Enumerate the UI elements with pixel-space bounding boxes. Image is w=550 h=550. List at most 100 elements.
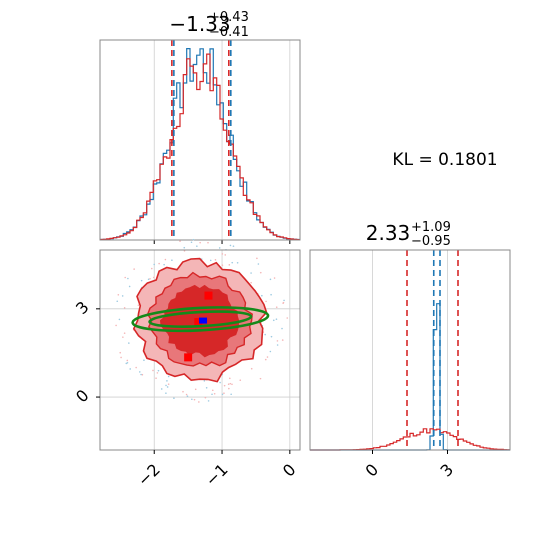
joint-sample-point: [264, 333, 266, 336]
joint-sample-point: [190, 241, 193, 244]
joint-sample-point: [281, 327, 283, 330]
joint-sample-point: [231, 261, 234, 264]
joint-sample-point: [160, 388, 163, 390]
joint-sample-point: [173, 397, 175, 400]
joint-frame: [99, 249, 301, 451]
joint-sample-point: [219, 381, 221, 384]
joint-sample-point: [149, 277, 151, 280]
joint-sample-point: [230, 393, 232, 396]
joint-sample-point: [198, 401, 200, 403]
joint-sample-point: [204, 396, 207, 399]
joint-sample-point: [228, 387, 230, 390]
joint-sample-point: [270, 335, 273, 338]
kl-annotation: KL = 0.1801: [392, 150, 497, 170]
joint-sample-point: [138, 371, 141, 373]
joint-sample-point: [194, 388, 197, 391]
joint-sample-point: [127, 277, 129, 280]
joint-sample-point: [227, 383, 230, 386]
marginal-param2-plus: +1.09: [411, 220, 451, 235]
marginal-param2-minus: −0.95: [411, 234, 451, 249]
joint-sample-point: [269, 350, 272, 353]
marginal-param2-title-group: 2.33 +1.09 −0.95: [366, 220, 451, 249]
joint-sample-point: [256, 257, 258, 260]
joint-sample-point: [193, 398, 196, 401]
marginal-param1-minus: −0.41: [209, 25, 249, 40]
joint-sample-point: [199, 241, 201, 244]
joint-sample-point: [207, 400, 210, 402]
joint-sample-point: [156, 372, 159, 374]
marginal-param1-frame: [99, 39, 301, 241]
joint-sample-point: [273, 277, 276, 279]
joint-sample-point: [276, 344, 279, 346]
marginal-param2-median: 2.33: [366, 221, 411, 245]
joint-sample-point: [152, 276, 155, 279]
joint-sample-point: [229, 244, 232, 247]
joint-sample-point: [209, 259, 212, 262]
joint-sample-point: [261, 294, 263, 297]
joint-sample-point: [165, 384, 167, 387]
joint-sample-point: [207, 241, 209, 244]
joint-sample-point: [223, 384, 226, 387]
joint-sample-point: [155, 377, 157, 379]
joint-sample-point: [259, 377, 262, 380]
joint-sample-point: [257, 263, 260, 265]
joint-sample-point: [140, 279, 143, 282]
joint-sample-point: [166, 380, 168, 382]
joint-sample-point: [224, 254, 227, 256]
joint-sample-point: [182, 390, 184, 393]
joint-sample-point: [157, 369, 160, 372]
joint-sample-point: [228, 377, 231, 380]
joint-sample-point: [286, 317, 289, 319]
joint-sample-point: [137, 304, 140, 307]
marginal-param1-hist-series-1: [100, 53, 300, 241]
joint-red-marker-0: [204, 291, 213, 300]
joint-sample-point: [196, 245, 198, 247]
joint-sample-point: [165, 392, 167, 394]
joint-sample-point: [152, 369, 154, 372]
joint-sample-point: [236, 262, 239, 264]
joint-sample-point: [125, 362, 128, 365]
joint-sample-point: [211, 393, 213, 396]
joint-red-marker-1: [184, 353, 193, 362]
joint-blue-marker: [199, 317, 208, 324]
joint-sample-point: [143, 359, 145, 361]
joint-sample-point: [122, 336, 124, 338]
joint-sample-point: [128, 342, 130, 344]
joint-sample-point: [275, 306, 278, 309]
joint-sample-point: [264, 358, 267, 361]
joint-sample-point: [229, 382, 232, 385]
joint-sample-point: [213, 392, 216, 395]
joint-sample-point: [211, 389, 214, 392]
joint-sample-point: [250, 281, 252, 284]
joint-sample-point: [265, 300, 267, 303]
joint-sample-point: [270, 293, 272, 296]
joint-sample-point: [266, 356, 269, 358]
joint-sample-point: [269, 278, 272, 281]
joint-sample-point: [231, 383, 233, 386]
joint-sample-point: [221, 253, 224, 255]
joint-sample-point: [221, 264, 224, 266]
joint-sample-point: [133, 268, 135, 270]
joint-sample-point: [141, 373, 144, 376]
marginal-param1-median: −1.33: [169, 12, 230, 36]
joint-sample-point: [164, 258, 167, 261]
joint-sample-point: [140, 373, 142, 376]
marginal-param1-plus: +0.43: [209, 10, 249, 25]
joint-sample-point: [183, 246, 186, 249]
joint-sample-point: [228, 264, 231, 266]
joint-sample-point: [167, 383, 170, 385]
joint-sample-point: [153, 263, 156, 266]
joint-sample-point: [221, 393, 224, 396]
joint-sample-point: [186, 395, 189, 397]
joint-sample-point: [129, 368, 132, 370]
joint-sample-point: [163, 263, 165, 266]
joint-sample-point: [232, 245, 235, 247]
joint-sample-point: [275, 318, 278, 320]
joint-red-marker-2: [194, 318, 203, 327]
joint-sample-point: [135, 366, 137, 369]
joint-sample-point: [179, 240, 181, 242]
joint-sample-point: [120, 356, 122, 359]
joint-sample-point: [282, 301, 285, 304]
joint-sample-point: [126, 361, 129, 364]
